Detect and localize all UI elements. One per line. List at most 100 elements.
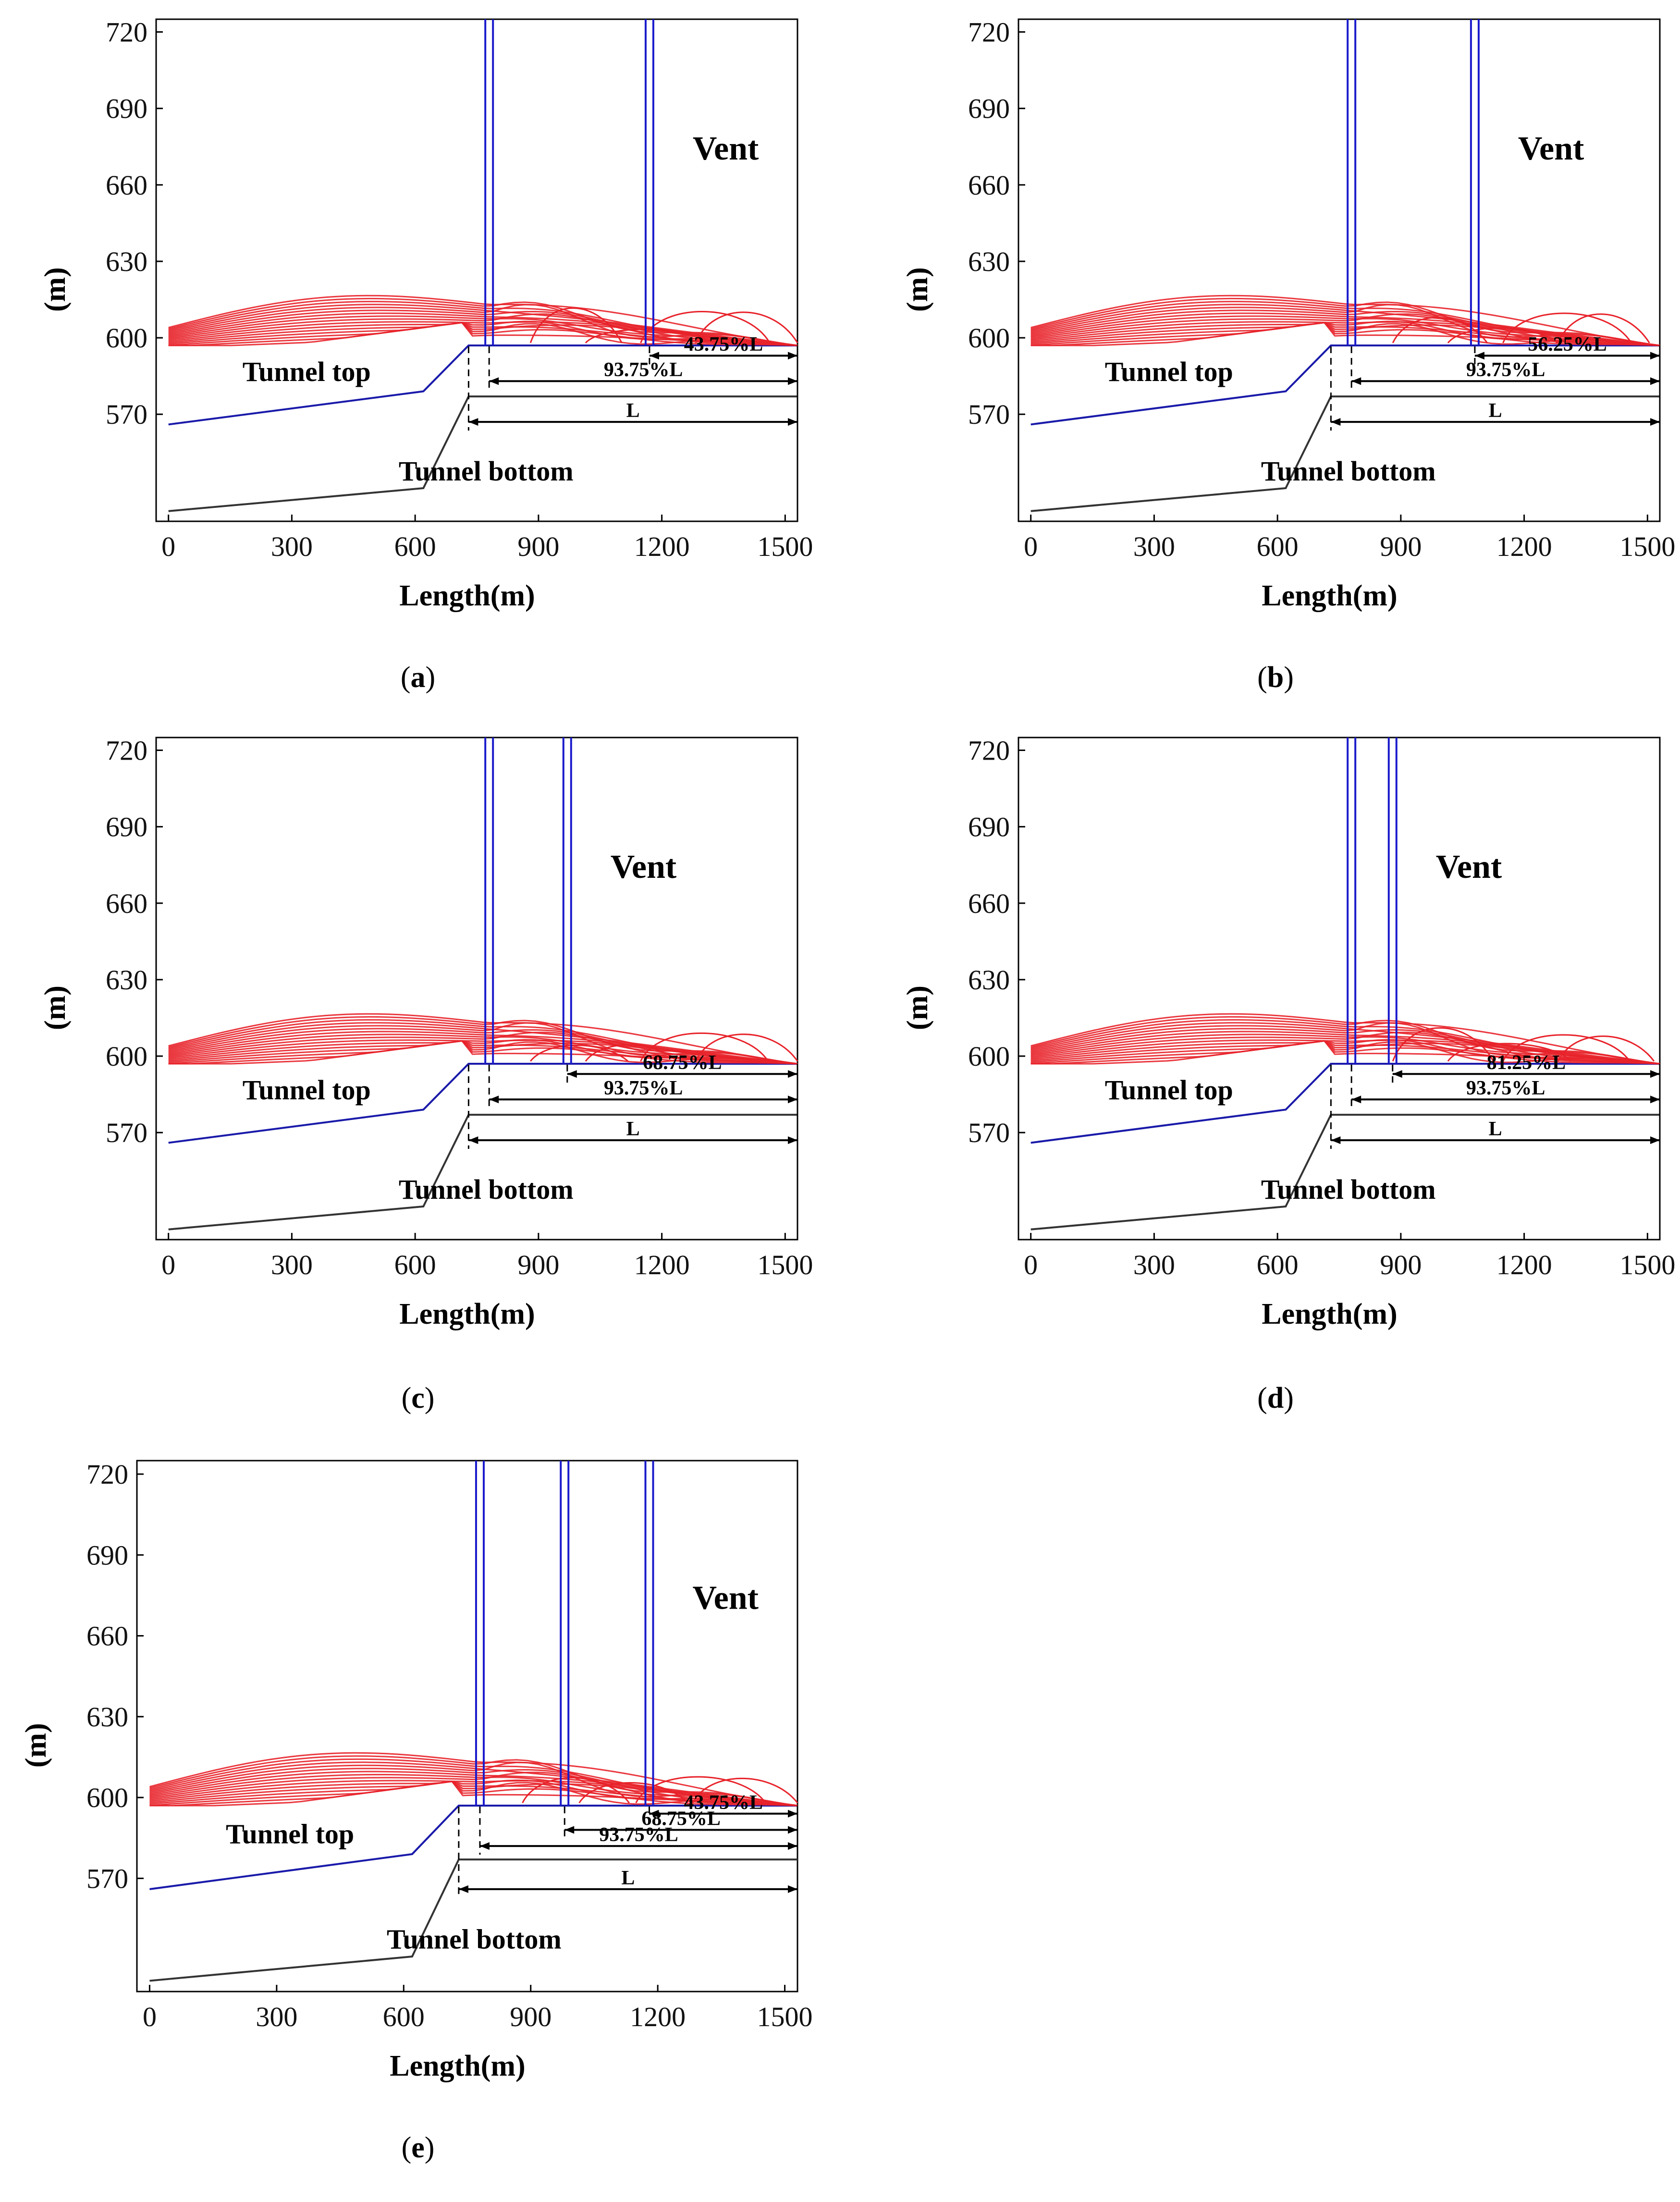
smoke-line — [1030, 1040, 1660, 1065]
y-tick-label: 720 — [968, 17, 1010, 48]
dimension-markers: 43.75%L93.75%L L — [467, 333, 798, 431]
arrow-right — [1650, 1095, 1660, 1104]
x-tick-label: 1200 — [1496, 1249, 1552, 1280]
caption-paren-close: ) — [426, 661, 436, 694]
smoke-line — [168, 309, 798, 346]
arrow-right — [788, 1070, 797, 1078]
smoke-plume — [1502, 312, 1632, 344]
smoke-line — [1030, 321, 1660, 346]
panel-caption: (b) — [1257, 661, 1294, 694]
smoke-line — [168, 1032, 798, 1065]
arrow-right — [1650, 418, 1660, 426]
smoke-line — [168, 1033, 798, 1065]
x-tick-label: 600 — [1257, 1249, 1299, 1280]
smoke-line — [168, 313, 798, 346]
smoke-line — [1030, 1028, 1660, 1065]
tunnel-top-label: Tunnel top — [1105, 1074, 1233, 1106]
x-tick-label: 300 — [1133, 1249, 1175, 1280]
dimension-markers: 81.25%L 93.75%L L — [1330, 1052, 1661, 1149]
arrow-right — [1650, 1136, 1660, 1144]
arrow-left — [1351, 377, 1361, 385]
smoke-line — [149, 1758, 798, 1807]
dimension-label: 43.75%L — [684, 333, 763, 356]
y-axis-title: (m) — [39, 985, 72, 1030]
arrow-left — [458, 1885, 468, 1893]
tunnel-top-label: Tunnel top — [243, 1074, 371, 1106]
x-tick-label: 0 — [1024, 531, 1038, 562]
smoke-line — [1030, 312, 1660, 346]
x-axis-title: Length(m) — [399, 579, 535, 612]
x-axis-title: Length(m) — [1262, 1298, 1397, 1330]
smoke-line — [149, 1768, 798, 1807]
smoke-line — [168, 1031, 798, 1065]
x-axis-title: Length(m) — [399, 1298, 535, 1330]
y-axis-title: (m) — [901, 985, 934, 1030]
smoke-line — [168, 1040, 798, 1065]
arrow-right — [788, 1095, 797, 1104]
x-tick-label: 600 — [394, 531, 436, 562]
caption-paren-close: ) — [425, 1382, 435, 1415]
x-tick-label: 1200 — [630, 2001, 686, 2032]
dimension-label: L — [626, 1118, 640, 1140]
x-tick-label: 1200 — [1496, 531, 1552, 562]
smoke-plume — [1502, 1034, 1631, 1062]
y-axis-title: (m) — [20, 1723, 52, 1768]
dimension-label: 93.75%L — [599, 1824, 678, 1846]
smoke-line — [149, 1752, 798, 1807]
smoke-line — [149, 1773, 798, 1807]
tunnel-bottom-label: Tunnel bottom — [399, 1174, 574, 1205]
dimension-markers: 56.25%L 93.75%L L — [1330, 333, 1661, 431]
smoke-line — [149, 1771, 798, 1807]
panel-caption: (a) — [401, 661, 435, 694]
y-tick-label: 660 — [968, 888, 1010, 919]
vent-shaft-1 — [1347, 738, 1357, 1064]
dimension-label: 68.75%L — [643, 1052, 722, 1074]
x-tick-label: 1500 — [757, 1249, 813, 1280]
plot-frame — [136, 1460, 798, 1993]
arrow-left — [564, 1826, 575, 1834]
vent-label: Vent — [693, 1580, 759, 1617]
arrow-left — [1331, 1136, 1341, 1144]
smoke-line — [168, 297, 798, 346]
smoke-plume — [1392, 317, 1488, 344]
panel-a: 0 300 600 900 1200 1500 570 600 630 660 690 720 Leng… — [39, 17, 813, 694]
y-tick-label: 570 — [106, 399, 147, 430]
arrow-right — [788, 1136, 797, 1144]
y-tick-label: 690 — [106, 812, 147, 843]
vent-label: Vent — [1436, 849, 1502, 886]
plot-frame — [155, 737, 798, 1241]
y-tick-label: 570 — [968, 1117, 1010, 1148]
smoke-plume — [529, 307, 623, 344]
smoke-line — [168, 1016, 798, 1065]
tunnel-bottom-line — [168, 1114, 797, 1230]
tunnel-top-line — [168, 344, 797, 426]
y-axis-title: (m) — [901, 267, 934, 312]
smoke-streamlines — [149, 1752, 798, 1807]
x-tick-label: 300 — [1133, 531, 1175, 562]
smoke-plume — [1557, 1035, 1655, 1062]
vent-shaft-1 — [475, 1461, 485, 1806]
plot-frame — [1018, 18, 1661, 522]
y-tick-label: 600 — [968, 1041, 1010, 1072]
x-tick-label: 900 — [1380, 531, 1422, 562]
arrow-left — [1331, 418, 1341, 426]
tunnel-top-line — [1030, 344, 1660, 426]
arrow-right — [1650, 1070, 1660, 1078]
tunnel-top-label: Tunnel top — [1105, 356, 1233, 387]
vent-label: Vent — [611, 849, 676, 886]
y-tick-label: 720 — [106, 17, 147, 48]
smoke-line — [168, 295, 798, 346]
vent-shaft-2 — [1470, 19, 1480, 345]
plot-frame — [1018, 737, 1661, 1241]
y-axis-title: (m) — [39, 267, 72, 312]
caption-paren-open: ( — [402, 2131, 412, 2164]
caption-paren-open: ( — [402, 1382, 412, 1415]
x-tick-label: 600 — [394, 1249, 436, 1280]
arrow-left — [649, 352, 659, 360]
smoke-line — [149, 1771, 798, 1807]
arrow-right — [788, 418, 797, 426]
caption-letter: e — [411, 2131, 425, 2164]
smoke-line — [149, 1781, 798, 1807]
x-tick-label: 0 — [161, 1249, 175, 1280]
